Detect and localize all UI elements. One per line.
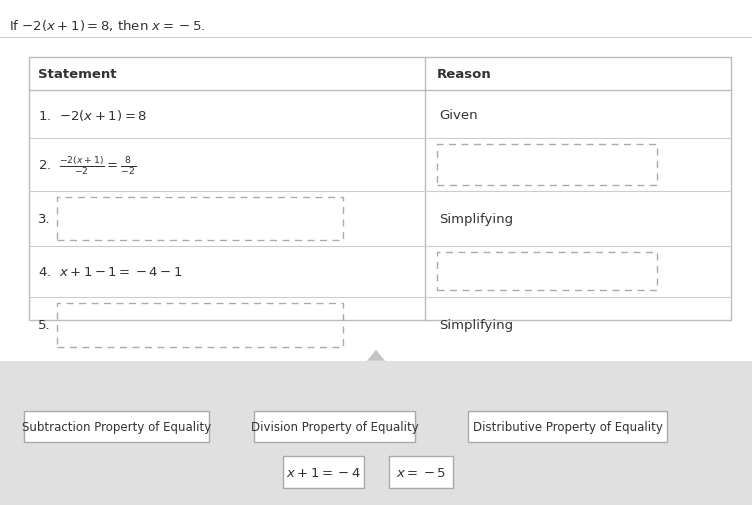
- Text: 4.  $x+1-1=-4-1$: 4. $x+1-1=-4-1$: [38, 265, 183, 278]
- Bar: [283, 457, 364, 488]
- Text: 1.  $-2(x+1)=8$: 1. $-2(x+1)=8$: [38, 108, 147, 122]
- Text: $x+1=-4$: $x+1=-4$: [286, 466, 361, 479]
- Text: Reason: Reason: [437, 68, 492, 81]
- Bar: [468, 411, 668, 442]
- Bar: [437, 145, 656, 186]
- Bar: [29, 58, 731, 321]
- Text: Distributive Property of Equality: Distributive Property of Equality: [473, 420, 663, 433]
- Text: 5.: 5.: [38, 319, 50, 332]
- Bar: [437, 252, 656, 291]
- Text: If $-2(x+1)=8$, then $x=-5$.: If $-2(x+1)=8$, then $x=-5$.: [9, 18, 205, 33]
- Bar: [24, 411, 208, 442]
- Polygon shape: [367, 350, 385, 361]
- Text: 2.  $\frac{-2(x+1)}{-2}=\frac{8}{-2}$: 2. $\frac{-2(x+1)}{-2}=\frac{8}{-2}$: [38, 155, 136, 176]
- Bar: [390, 457, 453, 488]
- Bar: [0, 0, 752, 361]
- Text: Division Property of Equality: Division Property of Equality: [250, 420, 419, 433]
- Text: $x=-5$: $x=-5$: [396, 466, 446, 479]
- Text: Given: Given: [439, 109, 478, 121]
- Bar: [57, 303, 343, 347]
- Text: Simplifying: Simplifying: [439, 319, 513, 332]
- Bar: [57, 198, 343, 240]
- Bar: [254, 411, 415, 442]
- Text: 3.: 3.: [38, 213, 50, 226]
- Text: Simplifying: Simplifying: [439, 213, 513, 226]
- Text: Statement: Statement: [38, 68, 116, 81]
- Bar: [0, 361, 752, 505]
- Text: Subtraction Property of Equality: Subtraction Property of Equality: [22, 420, 211, 433]
